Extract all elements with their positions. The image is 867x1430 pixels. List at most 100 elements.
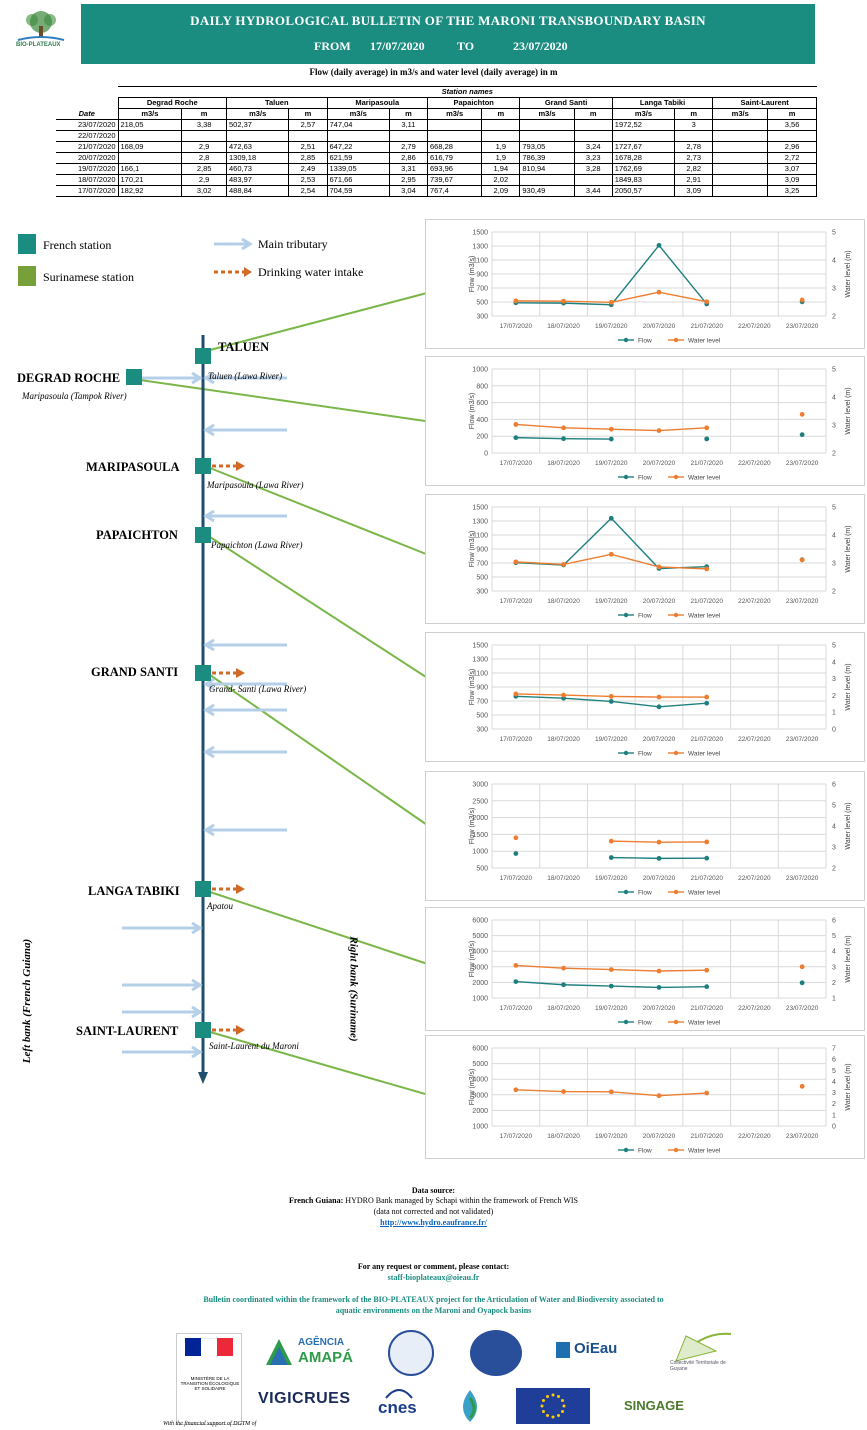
y2-axis-label: Water level (m) [845,250,852,297]
table-cell [388,130,428,142]
data-point-water-level [704,694,710,700]
contact-email[interactable]: staff-bioplateaux@oieau.fr [387,1273,480,1282]
row-date: 20/07/2020 [56,152,118,164]
table-row: 21/07/2020 168,09 2,9 472,63 2,51 647,22 2,79 6… [56,141,817,153]
table-cell: 810,94 [519,163,575,175]
table-cell: 182,92 [117,185,182,197]
y-tick-label: 800 [476,383,488,390]
data-point-flow [704,855,710,861]
x-tick-label: 22/07/2020 [738,323,771,330]
data-point-water-level [561,692,566,698]
table-cell: 1,9 [481,141,520,153]
station-label-langa-tabiki: LANGA TABIKI [88,884,180,898]
y2-tick-label: 2 [832,1101,836,1108]
legend-label: Flow [638,890,652,897]
table-cell: 3 [674,119,713,131]
x-tick-label: 18/07/2020 [547,875,580,882]
oieau-logo: OiEau [556,1338,636,1368]
data-point-flow [656,985,662,990]
table-cell: 2,86 [388,152,428,164]
table-cell: 1,9 [481,152,520,164]
y2-tick-label: 3 [832,286,836,293]
data-point-water-level [513,1087,519,1093]
y-tick-label: 300 [476,314,488,321]
legend-marker [623,1147,629,1153]
table-cell: 166,1 [117,163,182,175]
table-cell [181,130,227,142]
bulletin-header: DAILY HYDROLOGICAL BULLETIN OF THE MARON… [81,4,815,64]
legend-label: Water level [688,613,721,620]
legend-label: Flow [638,475,652,482]
table-cell [611,130,675,142]
tributary-arrow-right [122,1045,203,1059]
table-cell: 488,84 [225,185,289,197]
table-cell: 168,09 [117,141,182,153]
vigicrues-text: VIGICRUES [258,1390,351,1407]
table-cell: 472,63 [225,141,289,153]
y2-tick-label: 3 [832,423,836,430]
data-point-flow [561,982,566,988]
trib-label-taluen: Taluen (Lawa River) [208,371,283,381]
x-tick-label: 21/07/2020 [690,1005,723,1012]
singage-text: SINGAGE [624,1398,684,1413]
data-source-line: French Guiana: HYDRO Bank managed by Sch… [0,1196,867,1205]
surinamese-station-swatch [18,266,36,286]
data-point-flow [704,436,710,442]
french-station-marker [195,527,211,543]
data-point-water-level [799,297,805,303]
unit-header: m [181,108,227,120]
table-cell [573,130,613,142]
table-cell: 739,67 [426,174,482,186]
singage-logo: SINGAGE [620,1384,690,1428]
table-row: 18/07/2020 170,21 2,9 483,97 2,53 671,66 2,95 7… [56,174,817,186]
chart-grand-santi: 500 1000 1500 2000 2500 3000 2 3 4 5 6 17/07/2020 18… [425,771,865,901]
y2-tick-label: 4 [832,258,836,265]
table-cell [573,174,613,186]
table-row: 20/07/2020 2,8 1309,18 2,85 621,59 2,86 616,79… [56,152,817,164]
table-cell: 170,21 [117,174,182,186]
table-cell: 1678,28 [611,152,675,164]
station-label-degrad-roche: DEGRAD ROCHE [17,371,121,385]
legend-marker [673,474,679,480]
x-tick-label: 23/07/2020 [786,598,819,605]
tributary-arrow-left [203,509,287,523]
hydro-link[interactable]: http://www.hydro.eaufrance.fr/ [0,1218,867,1227]
collectivite-logo: Collectivité Territoriale de Guyane [666,1326,736,1382]
x-tick-label: 22/07/2020 [738,875,771,882]
x-tick-label: 20/07/2020 [643,460,676,467]
french-station-marker [195,1022,211,1038]
legend-marker [673,1019,679,1025]
y-tick-label: 3000 [472,964,488,971]
table-cell: 3,07 [767,163,817,175]
y-tick-label: 700 [476,286,488,293]
unit-header: m [767,108,817,120]
tributary-arrow-left [203,745,287,759]
x-tick-label: 17/07/2020 [500,875,533,882]
table-cell: 793,05 [519,141,575,153]
chart-maripasoula: 300 500 700 900 1100 1300 1500 2 3 4 5 17/07/2020 18… [425,494,865,624]
y-axis-label: Flow (m3/s) [469,1069,476,1106]
table-cell: 621,59 [326,152,390,164]
legend-marker [673,750,679,756]
to-label: TO [457,39,475,53]
unit-header: m3/s [225,108,289,120]
table-cell [767,130,817,142]
data-point-water-level [608,299,614,305]
table-cell: 2,54 [288,185,327,197]
table-cell: 930,49 [519,185,575,197]
table-cell [426,130,482,142]
y-tick-label: 700 [476,561,488,568]
table-cell: 2050,57 [611,185,675,197]
y2-tick-label: 4 [832,949,836,956]
x-tick-label: 18/07/2020 [547,1133,580,1140]
hydro-url[interactable]: http://www.hydro.eaufrance.fr/ [380,1218,487,1227]
data-point-water-level [608,967,614,973]
table-cell [519,174,575,186]
x-tick-label: 17/07/2020 [500,460,533,467]
data-point-water-level [513,559,519,565]
table-cell [288,130,327,142]
y2-tick-label: 3 [832,1090,836,1097]
row-date: 21/07/2020 [56,141,118,153]
intake-arrow-icon [214,267,252,277]
y-axis-label: Flow (m3/s) [469,669,476,706]
